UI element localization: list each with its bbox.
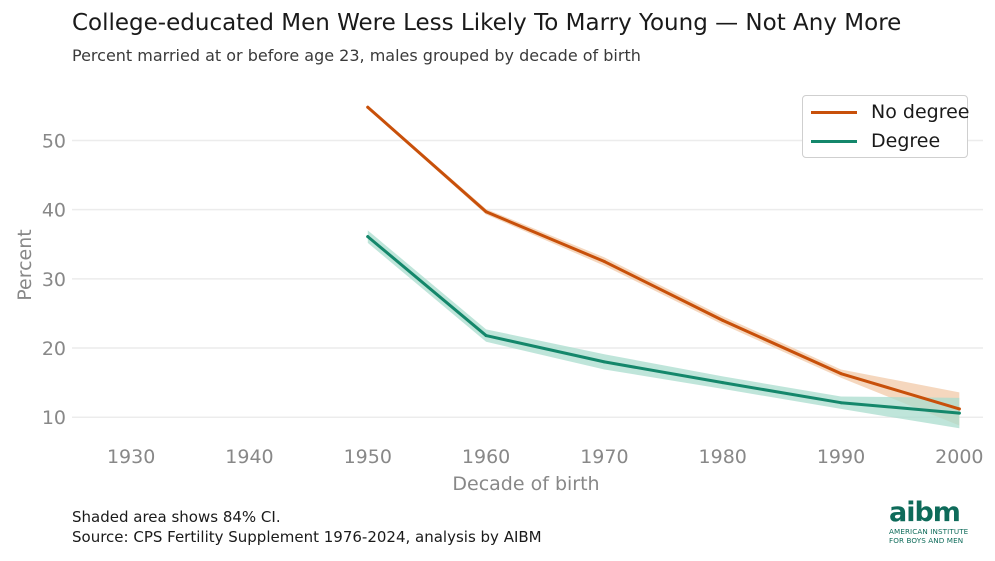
chart-subtitle: Percent married at or before age 23, mal… (72, 46, 641, 65)
data-point-degree-2000 (957, 411, 961, 415)
series-lines (366, 105, 961, 415)
series-line-degree (366, 235, 961, 415)
x-tick-label-1950: 1950 (344, 446, 392, 468)
x-tick-label-1930: 1930 (107, 446, 155, 468)
data-point-no-degree-1960 (484, 210, 488, 214)
y-tick-label-10: 10 (42, 407, 66, 429)
ci-band-degree (367, 230, 960, 429)
legend-swatch-degree (811, 139, 857, 143)
legend-item-no-degree: No degree (811, 100, 969, 124)
y-tick-label-30: 30 (42, 269, 66, 291)
legend-label-no-degree: No degree (871, 101, 970, 123)
x-tick-label-1970: 1970 (580, 446, 628, 468)
data-point-degree-1950 (366, 235, 370, 239)
chart-title: College-educated Men Were Less Likely To… (72, 10, 902, 36)
x-tick-label-1940: 1940 (225, 446, 273, 468)
y-tick-label-50: 50 (42, 130, 66, 152)
data-point-no-degree-2000 (957, 407, 961, 411)
data-point-no-degree-1970 (602, 260, 606, 264)
axis-ticks: 10 20 30 40 50 1930 1940 1950 1960 1970 1980 1990 20… (42, 130, 984, 468)
data-point-no-degree-1980 (721, 318, 725, 322)
y-axis-label: Percent (14, 229, 36, 301)
data-point-no-degree-1990 (839, 372, 843, 376)
legend-item-degree: Degree (811, 129, 940, 153)
data-point-no-degree-1950 (366, 105, 370, 109)
data-point-degree-1970 (602, 360, 606, 364)
aibm-logo: aibm AMERICAN INSTITUTE FOR BOYS AND MEN (889, 497, 989, 546)
legend-label-degree: Degree (871, 130, 941, 152)
y-tick-label-40: 40 (42, 200, 66, 222)
x-tick-label-1990: 1990 (817, 446, 865, 468)
x-tick-label-1960: 1960 (462, 446, 510, 468)
logo-line-2: FOR BOYS AND MEN (889, 536, 964, 545)
source-note: Source: CPS Fertility Supplement 1976-20… (72, 528, 542, 546)
logo-line-1: AMERICAN INSTITUTE (889, 527, 969, 536)
data-point-degree-1980 (721, 381, 725, 385)
y-tick-label-20: 20 (42, 338, 66, 360)
series-line-no-degree (366, 105, 961, 411)
x-tick-label-2000: 2000 (935, 446, 983, 468)
x-axis-label: Decade of birth (452, 473, 599, 495)
ci-band-no-degree (367, 105, 960, 426)
data-point-degree-1990 (839, 401, 843, 405)
x-tick-label-1980: 1980 (699, 446, 747, 468)
legend-swatch-no-degree (811, 110, 857, 114)
ci-note: Shaded area shows 84% CI. (72, 508, 281, 526)
data-point-degree-1960 (484, 334, 488, 338)
chart-legend: No degree Degree (802, 95, 969, 158)
logo-wordmark: aibm (889, 497, 961, 528)
